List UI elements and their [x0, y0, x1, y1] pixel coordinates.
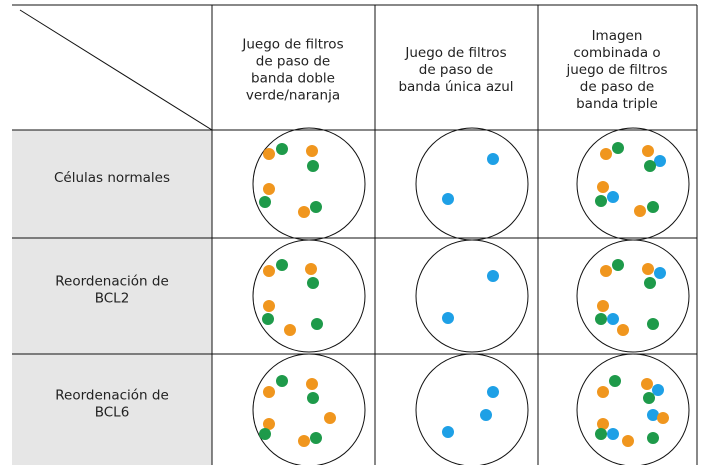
signal-dot — [642, 263, 654, 275]
signal-dot — [307, 277, 319, 289]
signal-dot — [600, 148, 612, 160]
row-header: Reordenación de — [55, 388, 169, 404]
signal-dot — [622, 435, 634, 447]
signal-dot — [324, 412, 336, 424]
signal-dot — [298, 206, 310, 218]
signal-dot — [597, 181, 609, 193]
signal-dot — [259, 428, 271, 440]
signal-dot — [442, 312, 454, 324]
cell-circle — [415, 239, 529, 353]
signal-dot — [305, 263, 317, 275]
signal-dot — [263, 183, 275, 195]
signal-dot — [595, 195, 607, 207]
signal-dot — [642, 145, 654, 157]
signal-dot — [306, 378, 318, 390]
signal-dot — [647, 318, 659, 330]
row-header-bg — [12, 130, 212, 465]
signal-dot — [643, 392, 655, 404]
signal-dot — [597, 418, 609, 430]
signal-dot — [487, 386, 499, 398]
column-header: juego de filtros — [566, 62, 668, 78]
signal-dot — [442, 426, 454, 438]
cell-circle — [576, 239, 690, 353]
signal-dot — [442, 193, 454, 205]
signal-dot — [311, 318, 323, 330]
column-header: banda triple — [576, 96, 658, 112]
signal-dot — [307, 392, 319, 404]
signal-dot — [600, 265, 612, 277]
signal-dot — [597, 386, 609, 398]
column-header: banda doble — [251, 71, 335, 87]
column-header: Juego de filtros — [241, 37, 343, 53]
signal-dot — [647, 201, 659, 213]
column-header: verde/naranja — [246, 88, 340, 104]
column-header: de paso de — [580, 79, 654, 95]
signal-dot — [612, 142, 624, 154]
cell-circle — [576, 353, 690, 465]
signal-dot — [259, 196, 271, 208]
signal-dot — [654, 267, 666, 279]
signal-dot — [284, 324, 296, 336]
column-header: Juego de filtros — [404, 45, 506, 61]
signal-dot — [263, 148, 275, 160]
signal-dot — [263, 300, 275, 312]
signal-dot — [644, 160, 656, 172]
cell-circle — [415, 353, 529, 465]
row-header: BCL2 — [95, 291, 130, 307]
signal-dot — [607, 191, 619, 203]
signal-dot — [607, 428, 619, 440]
signal-dot — [634, 205, 646, 217]
signal-dot — [607, 313, 619, 325]
signal-dot — [307, 160, 319, 172]
signal-dot — [595, 313, 607, 325]
signal-dot — [263, 418, 275, 430]
signal-dot — [310, 201, 322, 213]
signal-dot — [595, 428, 607, 440]
cell-circle — [252, 239, 366, 353]
signal-dot — [597, 300, 609, 312]
signal-dot — [263, 265, 275, 277]
signal-dot — [647, 409, 659, 421]
signal-dot — [617, 324, 629, 336]
signal-dot — [652, 384, 664, 396]
signal-dot — [609, 375, 621, 387]
signal-dot — [263, 386, 275, 398]
signal-dot — [310, 432, 322, 444]
signal-dot — [276, 259, 288, 271]
cell-circle — [415, 127, 529, 241]
cell-circle — [576, 127, 690, 241]
signal-dot — [647, 432, 659, 444]
column-header: de paso de — [256, 54, 330, 70]
column-header: de paso de — [419, 62, 493, 78]
signal-dot — [641, 378, 653, 390]
cell-circle — [252, 353, 366, 465]
row-header: Células normales — [54, 170, 170, 186]
column-header: banda única azul — [398, 79, 513, 95]
row-header: BCL6 — [95, 405, 130, 421]
column-header: Imagen — [592, 28, 643, 44]
signal-dot — [654, 155, 666, 167]
signal-dot — [276, 375, 288, 387]
signal-dot — [298, 435, 310, 447]
signal-dot — [612, 259, 624, 271]
signal-dot — [276, 143, 288, 155]
signal-dot — [644, 277, 656, 289]
signal-dot — [657, 412, 669, 424]
signal-dot — [262, 313, 274, 325]
signal-dot — [480, 409, 492, 421]
column-header: combinada o — [573, 45, 660, 61]
signal-dot — [306, 145, 318, 157]
signal-dot — [487, 270, 499, 282]
signal-dot — [487, 153, 499, 165]
table-grid — [12, 4, 698, 465]
row-header: Reordenación de — [55, 274, 169, 290]
